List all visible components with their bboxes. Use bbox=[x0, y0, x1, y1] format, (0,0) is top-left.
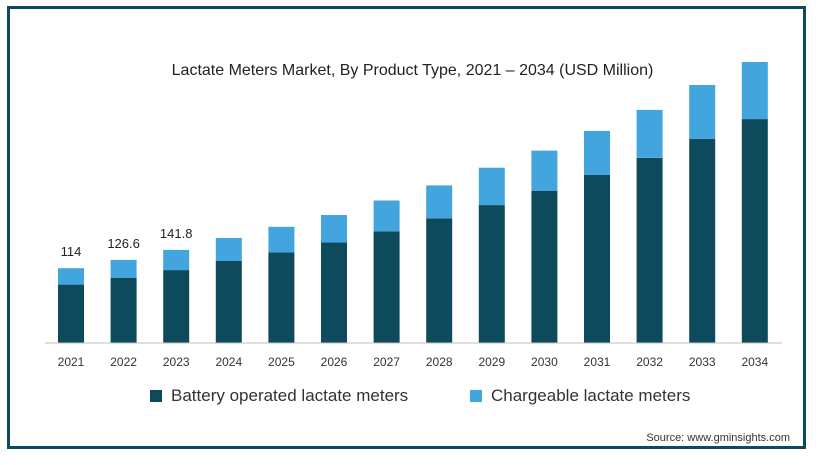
x-tick-label-2024: 2024 bbox=[215, 355, 242, 369]
x-tick-label-2032: 2032 bbox=[636, 355, 663, 369]
legend-label-chargeable: Chargeable lactate meters bbox=[491, 386, 691, 405]
bar-battery-2034 bbox=[741, 119, 768, 343]
x-tick-label-2030: 2030 bbox=[531, 355, 558, 369]
x-tick-label-2023: 2023 bbox=[163, 355, 190, 369]
bar-battery-2032 bbox=[636, 157, 663, 343]
chart-title: Lactate Meters Market, By Product Type, … bbox=[171, 62, 654, 79]
bar-battery-2024 bbox=[215, 260, 242, 343]
bar-chargeable-2030 bbox=[531, 150, 558, 191]
bar-chargeable-2026 bbox=[321, 215, 347, 243]
bar-chargeable-2033 bbox=[689, 85, 716, 139]
x-tick-label-2034: 2034 bbox=[741, 355, 768, 369]
bar-chargeable-2034 bbox=[741, 62, 768, 120]
source-note: Source: www.gminsights.com bbox=[646, 432, 790, 444]
bar-chargeable-2029 bbox=[478, 167, 505, 206]
legend-item-chargeable: Chargeable lactate meters bbox=[470, 386, 690, 406]
x-tick-label-2027: 2027 bbox=[373, 355, 400, 369]
bar-chargeable-2021 bbox=[58, 268, 84, 285]
bar-battery-2025 bbox=[268, 252, 295, 343]
bar-chargeable-2024 bbox=[215, 238, 242, 261]
x-tick-label-2021: 2021 bbox=[58, 355, 85, 369]
bar-chargeable-2028 bbox=[426, 185, 453, 219]
x-tick-label-2029: 2029 bbox=[478, 355, 505, 369]
data-label-2021: 114 bbox=[61, 244, 82, 259]
x-tick-label-2031: 2031 bbox=[584, 355, 611, 369]
x-tick-label-2026: 2026 bbox=[321, 355, 348, 369]
legend-label-battery: Battery operated lactate meters bbox=[171, 386, 409, 405]
x-tick-labels: 2021 2022 2023 2024 2025 2026 2027 2028 2029 2030… bbox=[58, 355, 769, 369]
data-labels: 114 126.6 141.8 bbox=[61, 226, 193, 259]
bar-battery-2026 bbox=[321, 242, 347, 343]
bar-chargeable-2023 bbox=[163, 249, 190, 271]
bar-chargeable-2027 bbox=[373, 200, 400, 232]
bar-chargeable-2032 bbox=[636, 109, 663, 158]
bar-battery-2031 bbox=[584, 174, 610, 343]
x-tick-label-2033: 2033 bbox=[689, 355, 716, 369]
bar-chargeable-2031 bbox=[584, 130, 610, 175]
legend-swatch-chargeable bbox=[470, 390, 482, 402]
chart-frame bbox=[7, 6, 806, 449]
bars-group bbox=[58, 62, 768, 343]
legend-swatch-battery bbox=[150, 390, 162, 402]
legend-item-battery: Battery operated lactate meters bbox=[150, 386, 408, 406]
x-tick-label-2028: 2028 bbox=[426, 355, 453, 369]
data-label-2022: 126.6 bbox=[107, 236, 140, 251]
bar-battery-2027 bbox=[373, 231, 400, 343]
bar-battery-2021 bbox=[58, 284, 84, 343]
x-tick-label-2025: 2025 bbox=[268, 355, 295, 369]
bar-battery-2023 bbox=[163, 270, 190, 343]
bar-battery-2033 bbox=[689, 138, 716, 343]
bar-chargeable-2025 bbox=[268, 226, 295, 253]
bar-battery-2022 bbox=[110, 278, 137, 343]
legend: Battery operated lactate meters Chargeab… bbox=[0, 386, 825, 410]
x-tick-label-2022: 2022 bbox=[110, 355, 137, 369]
bar-battery-2030 bbox=[531, 190, 558, 343]
bar-battery-2028 bbox=[426, 218, 453, 343]
bar-battery-2029 bbox=[478, 205, 505, 343]
bar-chargeable-2022 bbox=[110, 259, 137, 278]
data-label-2023: 141.8 bbox=[160, 226, 193, 241]
